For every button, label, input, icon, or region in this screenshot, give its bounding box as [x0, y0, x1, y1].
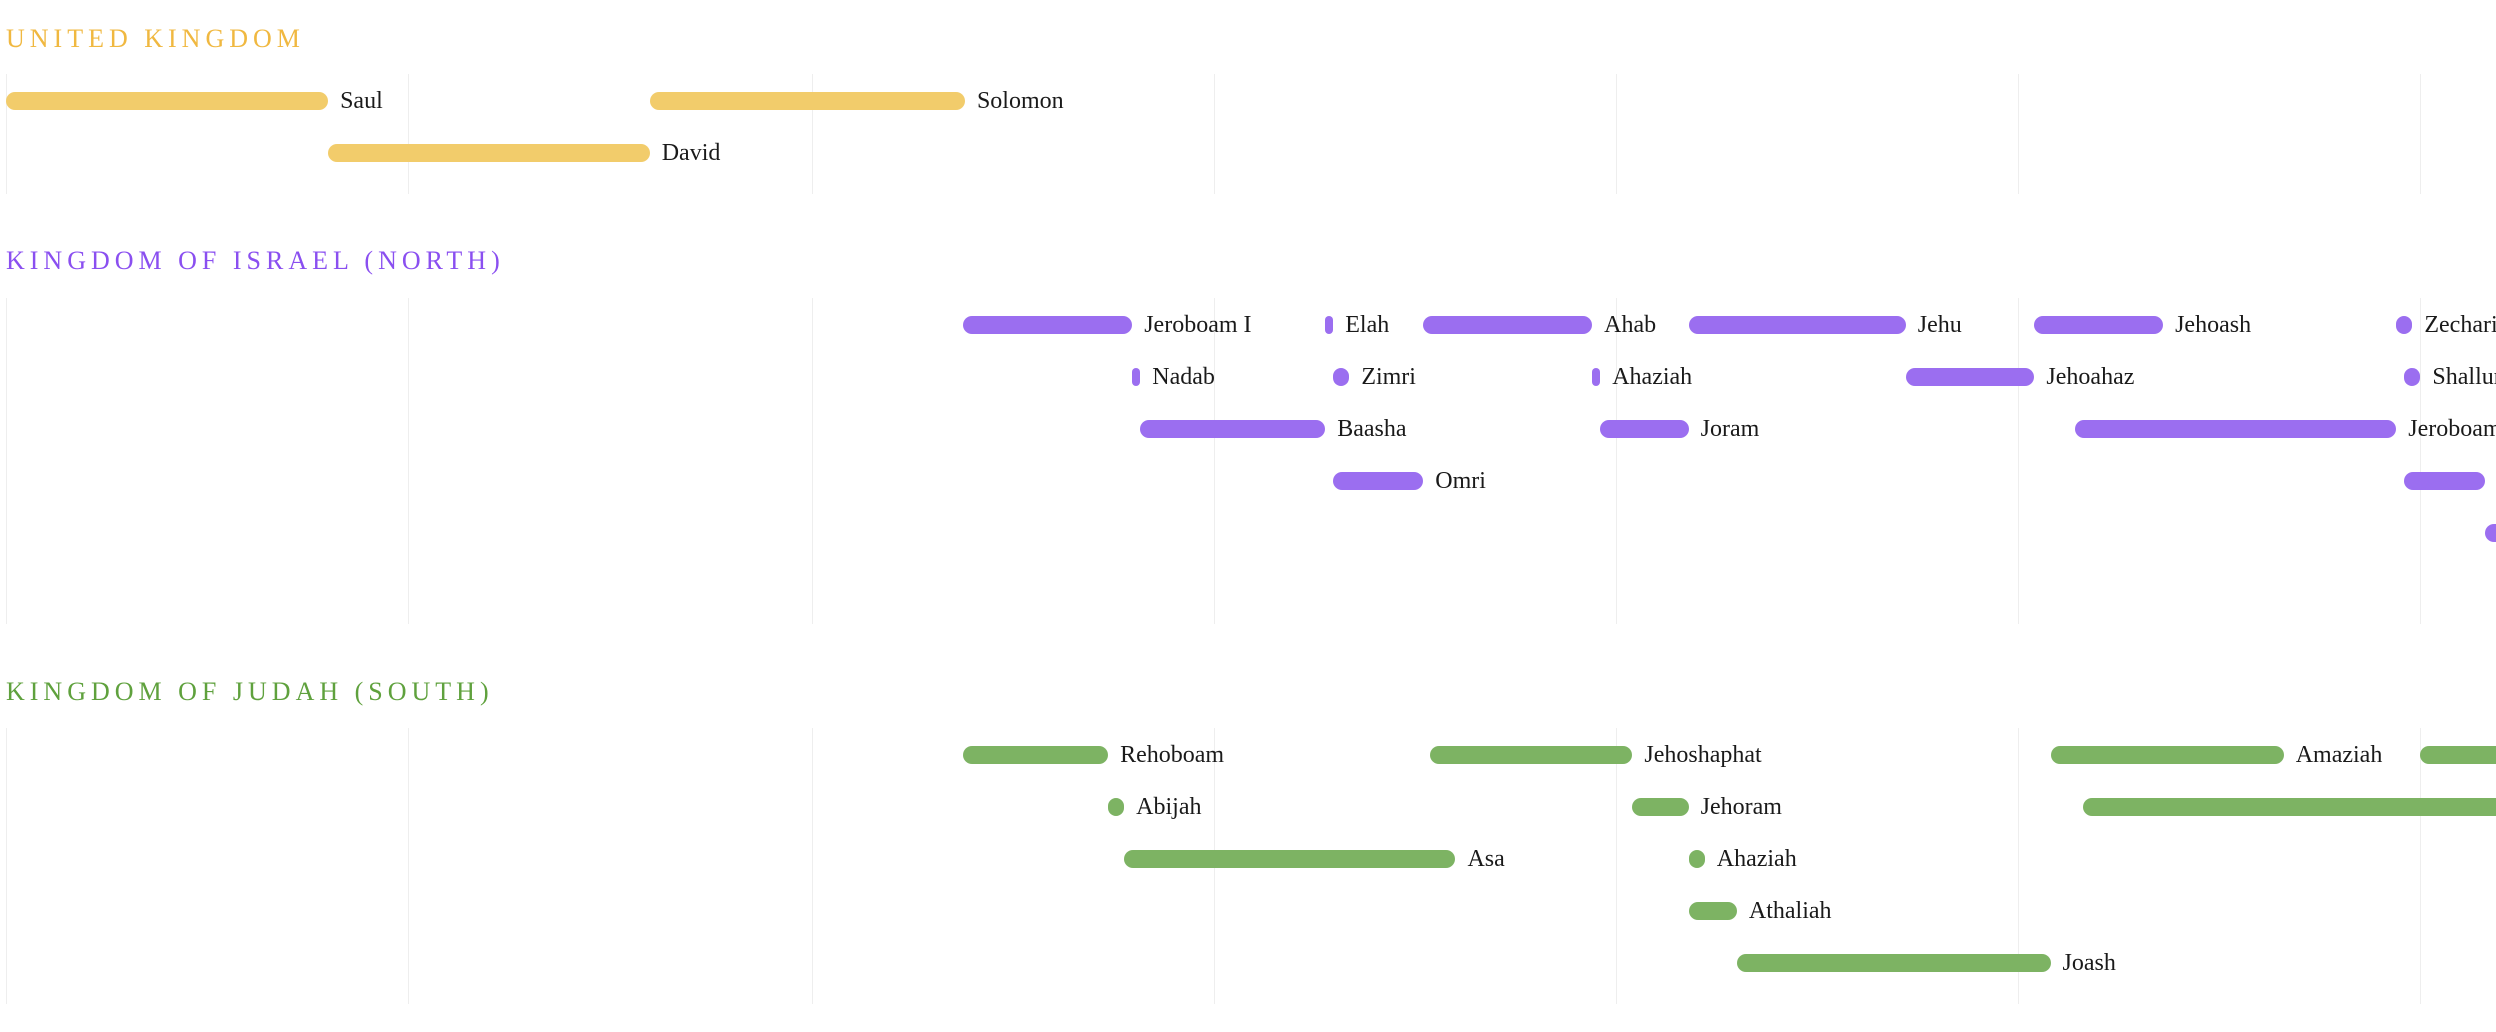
timeline-track-kingdom-of-israel: Jeroboam I Nadab Baasha Elah Zimri Omri Ahab Ah… [0, 298, 2496, 624]
reign-label-jeroboam-i: Jeroboam I [1144, 312, 1252, 338]
reign-bar-baasha[interactable] [1140, 420, 1326, 438]
reign-label-saul: Saul [340, 88, 383, 114]
reign-bar-elah[interactable] [1325, 316, 1334, 334]
reign-label-jehoshaphat: Jehoshaphat [1644, 742, 1762, 768]
reign-bar-jeroboam-i[interactable] [963, 316, 1133, 334]
reign-bar-david[interactable] [328, 144, 650, 162]
reign-label-athaliah: Athaliah [1748, 898, 1832, 924]
grid-line [2018, 298, 2019, 624]
timeline-track-kingdom-of-judah: Rehoboam Abijah Asa Jehoshaphat Jehoram Ahazi… [0, 728, 2496, 1004]
reign-label-jehoash: Jehoash [2175, 312, 2252, 338]
grid-line [1616, 298, 1617, 624]
reign-bar-uzziah[interactable] [2082, 798, 2496, 816]
section-title-kingdom-of-judah: KINGDOM OF JUDAH (SOUTH) [6, 677, 494, 706]
reign-label-ahab: Ahab [1604, 312, 1657, 338]
reign-label-rehoboam: Rehoboam [1120, 742, 1225, 768]
reign-bar-jeroboam-ii[interactable] [2074, 420, 2397, 438]
grid-line [1214, 298, 1215, 624]
reign-label-abijah: Abijah [1136, 794, 1202, 820]
reign-bar-nadab[interactable] [1132, 368, 1141, 386]
grid-line [812, 298, 813, 624]
reign-label-david: David [661, 140, 721, 166]
reign-bar-joram[interactable] [1600, 420, 1689, 438]
grid-line [408, 728, 409, 1004]
reign-bar-rehoboam[interactable] [963, 746, 1109, 764]
reign-label-zechariah: Zechariah [2424, 312, 2496, 338]
grid-line [812, 74, 813, 194]
reign-bar-ahaziah[interactable] [1592, 368, 1601, 386]
reign-label-shallum: Shallum [2432, 364, 2496, 390]
reign-label-ahaziah: Ahaziah [1716, 846, 1797, 872]
reign-bar-jehoshaphat[interactable] [1429, 746, 1633, 764]
reign-label-asa: Asa [1467, 846, 1505, 872]
grid-line [6, 728, 7, 1004]
reign-bar-jehoash[interactable] [2034, 316, 2164, 334]
reign-label-jehu: Jehu [1917, 312, 1962, 338]
reign-label-joash: Joash [2062, 950, 2116, 976]
grid-line [2018, 74, 2019, 194]
reign-label-solomon: Solomon [976, 88, 1064, 114]
reign-bar-pekahiah[interactable] [2484, 524, 2496, 542]
reign-label-ahaziah: Ahaziah [1612, 364, 1693, 390]
reign-bar-ahaziah[interactable] [1688, 850, 1705, 868]
reign-bar-amaziah[interactable] [2050, 746, 2284, 764]
grid-line [2420, 728, 2421, 1004]
reign-bar-jehoahaz[interactable] [1905, 368, 2035, 386]
reign-bar-abijah[interactable] [1108, 798, 1125, 816]
reign-label-nadab: Nadab [1152, 364, 1215, 390]
reign-bar-omri[interactable] [1333, 472, 1424, 490]
reign-label-omri: Omri [1435, 468, 1486, 494]
grid-line [2420, 298, 2421, 624]
reign-label-baasha: Baasha [1337, 416, 1407, 442]
grid-line [2420, 74, 2421, 194]
grid-line [1214, 74, 1215, 194]
reign-bar-solomon[interactable] [649, 92, 965, 110]
grid-line [2018, 728, 2019, 1004]
reign-bar-asa[interactable] [1124, 850, 1456, 868]
reign-bar-menahem[interactable] [2404, 472, 2485, 490]
reign-bar-athaliah[interactable] [1688, 902, 1737, 920]
section-title-united-kingdom: UNITED KINGDOM [6, 24, 305, 53]
reign-bar-jotham[interactable] [2420, 746, 2496, 764]
grid-line [1616, 74, 1617, 194]
reign-bar-jehoram[interactable] [1632, 798, 1689, 816]
reign-label-elah: Elah [1345, 312, 1390, 338]
grid-line [812, 728, 813, 1004]
grid-line [6, 74, 7, 194]
reign-bar-zechariah[interactable] [2396, 316, 2413, 334]
reign-bar-joash[interactable] [1736, 954, 2051, 972]
reign-label-jeroboam-ii: Jeroboam II [2408, 416, 2496, 442]
reign-label-joram: Joram [1700, 416, 1760, 442]
grid-line [408, 74, 409, 194]
reign-bar-shallum[interactable] [2404, 368, 2421, 386]
grid-line [408, 298, 409, 624]
grid-line [1616, 728, 1617, 1004]
reign-label-jehoram: Jehoram [1700, 794, 1782, 820]
grid-line [6, 298, 7, 624]
reign-label-zimri: Zimri [1361, 364, 1416, 390]
timeline-track-united-kingdom: Saul David Solomon [0, 74, 2496, 194]
reign-label-amaziah: Amaziah [2295, 742, 2383, 768]
reign-bar-zimri[interactable] [1333, 368, 1350, 386]
reign-bar-saul[interactable] [6, 92, 329, 110]
section-title-kingdom-of-israel: KINGDOM OF ISRAEL (NORTH) [6, 246, 505, 275]
reign-bar-ahab[interactable] [1423, 316, 1593, 334]
reign-label-jehoahaz: Jehoahaz [2046, 364, 2135, 390]
reign-bar-jehu[interactable] [1688, 316, 1906, 334]
